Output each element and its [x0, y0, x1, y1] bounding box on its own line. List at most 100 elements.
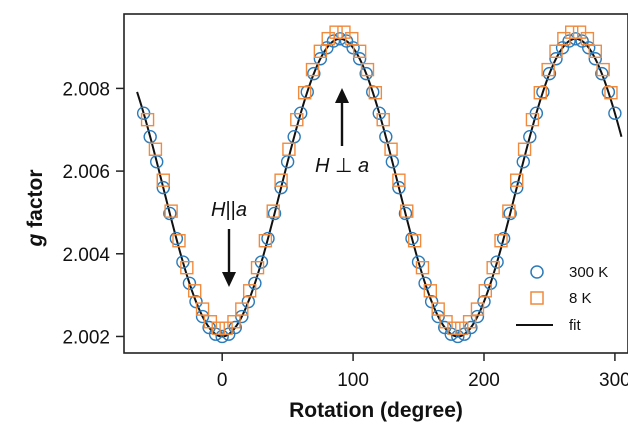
x-axis-ticks: 0 100 200 300	[217, 353, 628, 391]
legend-label-fit: fit	[569, 317, 582, 334]
data-point-8k	[596, 62, 610, 77]
data-point-300k	[595, 66, 609, 81]
series-8k-layer	[140, 25, 618, 335]
y-axis-label-symbol: g	[24, 234, 47, 248]
data-point-8k	[431, 302, 445, 316]
data-point-300k	[510, 180, 524, 195]
y-tick-label: 2.004	[62, 245, 110, 266]
data-point-300k	[496, 231, 511, 246]
y-tick-label: 2.008	[62, 79, 110, 100]
data-point-300k	[503, 206, 517, 221]
data-point-8k	[305, 62, 320, 77]
data-point-8k	[494, 234, 508, 248]
data-point-8k	[164, 204, 178, 218]
data-point-8k	[195, 302, 210, 316]
y-axis-ticks: 2.002 2.004 2.006 2.008	[62, 79, 124, 348]
plot-frame	[123, 13, 628, 354]
x-axis-label: Rotation (degree)	[289, 399, 463, 422]
data-point-8k	[533, 86, 547, 100]
data-point-8k	[297, 86, 312, 100]
annotation-h-perp-a: H ⊥ a	[315, 155, 369, 177]
data-point-8k	[227, 315, 241, 329]
data-point-8k	[604, 86, 618, 100]
data-point-300k	[418, 276, 432, 290]
x-tick-label: 200	[468, 370, 500, 391]
data-point-8k	[423, 284, 438, 298]
x-tick-label: 300	[599, 370, 628, 391]
data-point-8k	[407, 234, 422, 248]
data-point-8k	[290, 112, 304, 127]
x-tick-label: 100	[337, 370, 369, 391]
data-point-8k	[258, 234, 273, 248]
data-point-300k	[307, 66, 321, 81]
legend-label-300k: 300 K	[569, 264, 608, 281]
data-point-300k	[451, 329, 465, 344]
data-point-8k	[282, 142, 296, 156]
data-point-300k	[542, 66, 557, 81]
data-point-300k	[326, 34, 341, 48]
data-point-300k	[215, 329, 229, 344]
legend-marker-8k	[530, 291, 544, 305]
data-point-300k	[267, 206, 282, 221]
data-point-8k	[517, 142, 532, 156]
data-point-8k	[352, 44, 367, 59]
data-point-300k	[470, 309, 485, 324]
data-point-300k	[300, 85, 314, 99]
data-point-8k	[156, 173, 170, 187]
x-tick-label: 0	[217, 370, 228, 391]
annotation-h-parallel-a-h: H	[211, 199, 226, 221]
data-point-8k	[329, 25, 343, 39]
data-point-8k	[549, 44, 563, 59]
data-point-8k	[266, 204, 280, 218]
data-point-8k	[580, 31, 595, 46]
data-point-300k	[405, 231, 419, 246]
data-point-8k	[360, 62, 375, 77]
data-point-8k	[588, 44, 602, 59]
data-point-300k	[261, 231, 275, 246]
annotation-h-parallel-a-a: a	[236, 199, 247, 221]
annotation-h-perp-a-a: a	[358, 155, 369, 177]
data-point-8k	[502, 204, 516, 218]
data-point-8k	[384, 142, 398, 156]
data-point-8k	[274, 173, 288, 187]
data-point-8k	[148, 142, 163, 156]
data-point-300k	[235, 309, 249, 324]
data-point-8k	[400, 204, 414, 218]
legend-marker-300k	[530, 265, 544, 279]
annotation-h-perp-a-h: H	[315, 155, 330, 177]
annotation-h-perp-a-symbol: ⊥	[329, 155, 358, 177]
data-point-300k	[562, 34, 576, 48]
data-point-8k	[172, 234, 186, 248]
data-point-8k	[415, 260, 430, 275]
y-tick-label: 2.006	[62, 162, 110, 183]
data-point-300k	[483, 276, 498, 290]
legend-label-8k: 8 K	[569, 290, 592, 307]
data-point-8k	[235, 302, 249, 316]
data-point-300k	[248, 276, 262, 290]
data-point-8k	[462, 315, 477, 329]
data-point-300k	[398, 206, 413, 221]
data-point-8k	[180, 260, 194, 275]
series-300k-layer	[136, 32, 622, 344]
fit-line	[136, 37, 623, 338]
data-point-300k	[163, 206, 177, 221]
y-axis-label: g factor	[24, 169, 47, 247]
data-point-8k	[140, 112, 155, 127]
data-point-8k	[525, 112, 540, 127]
data-point-8k	[345, 31, 359, 46]
data-point-300k	[274, 180, 288, 195]
data-point-8k	[376, 112, 390, 127]
data-point-300k	[359, 66, 373, 81]
arrow-down-head	[222, 272, 236, 287]
data-point-8k	[392, 173, 406, 187]
data-point-300k	[608, 106, 622, 120]
data-point-300k	[549, 52, 563, 66]
data-point-8k	[313, 44, 328, 59]
data-point-8k	[470, 302, 485, 316]
data-point-300k	[313, 52, 328, 66]
data-point-8k	[478, 284, 493, 298]
data-point-8k	[541, 62, 555, 77]
data-point-300k	[169, 231, 184, 246]
data-point-8k	[447, 321, 461, 335]
